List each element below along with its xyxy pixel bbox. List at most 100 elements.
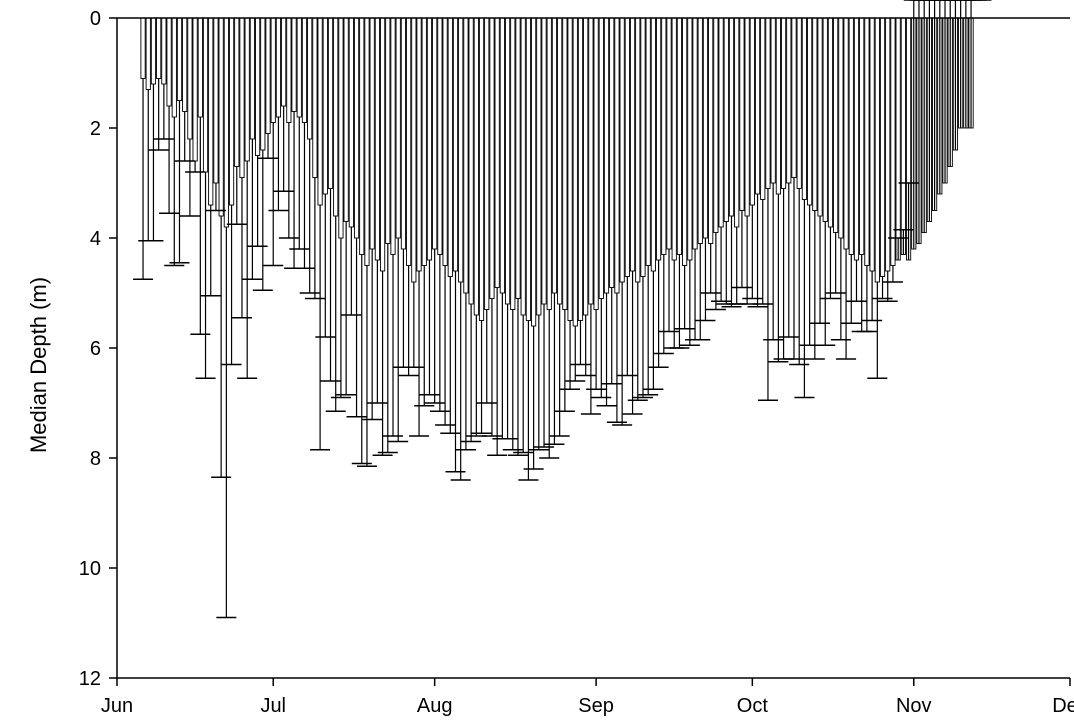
bar [650,17,656,272]
bar [697,17,703,244]
bar [525,17,531,321]
bar [812,17,818,211]
bar [343,17,349,222]
bar [202,17,209,173]
bar [676,17,683,255]
bar [640,17,646,277]
bar [234,17,240,167]
bar [687,17,693,261]
bar [531,17,537,327]
bar [765,17,771,189]
bar [588,17,594,305]
bar [223,17,229,228]
bar [369,17,375,250]
bar [843,17,849,250]
bar [708,17,714,244]
bar [723,17,729,222]
y-tick-label: 0 [90,8,101,30]
bar [760,17,766,200]
bar [739,17,745,211]
bar [176,17,183,101]
bar [499,17,505,294]
bar [619,17,625,283]
bar [656,17,662,261]
bar [348,17,354,228]
bar [296,17,302,118]
bar [239,17,245,178]
bar [452,17,459,272]
bar [385,17,391,244]
bar [156,17,162,79]
bar [359,17,365,255]
bar [322,17,328,195]
bar [629,17,636,272]
bar [744,17,750,217]
bar [838,17,844,239]
bar [390,17,396,255]
bar [718,17,724,228]
bar [432,17,438,250]
error-bars-layer [133,0,992,619]
bar [473,17,479,316]
bar [562,17,568,310]
bar [364,17,370,266]
bar [291,17,297,112]
bar [145,17,151,90]
bar [859,17,865,255]
bar [682,17,688,266]
bar [572,17,578,327]
axes-layer [109,17,1071,686]
bar [900,17,906,255]
bar [827,17,834,228]
bar [817,17,823,217]
bar [603,17,610,294]
x-tick-label: Jul [260,695,286,717]
y-axis-title: Median Depth (m) [26,277,51,453]
bar [260,17,266,151]
bar [380,17,386,272]
bar [400,17,407,250]
bar [187,17,193,140]
bar [228,17,235,206]
bar [515,17,521,299]
bar [833,17,839,233]
bar [541,17,547,305]
bar [192,17,198,162]
bar [494,17,500,288]
bar [218,17,224,217]
bar [593,17,599,310]
bar [447,17,453,277]
bar [312,17,318,178]
bar [624,17,630,277]
bar [749,17,755,206]
bar [161,17,167,85]
x-tick-label: Sep [578,695,614,717]
bar [780,17,787,189]
bar [411,17,417,283]
y-tick-label: 8 [90,448,101,470]
bar [869,17,875,272]
bar [244,17,250,162]
bar [786,17,792,184]
bar [702,17,709,239]
bar [275,17,282,118]
bar [890,17,896,266]
bar [171,17,177,118]
x-tick-label: Aug [417,695,453,717]
bar [458,17,464,283]
bar [249,17,255,140]
bar [489,17,495,299]
bar [442,17,448,266]
y-tick-label: 6 [90,338,101,360]
bar [645,17,651,266]
bar [140,17,146,79]
bar [770,17,776,184]
bar [338,17,344,239]
bar [713,17,719,233]
bar [635,17,641,283]
bar [213,17,219,184]
bar [796,17,802,189]
bar [468,17,474,305]
